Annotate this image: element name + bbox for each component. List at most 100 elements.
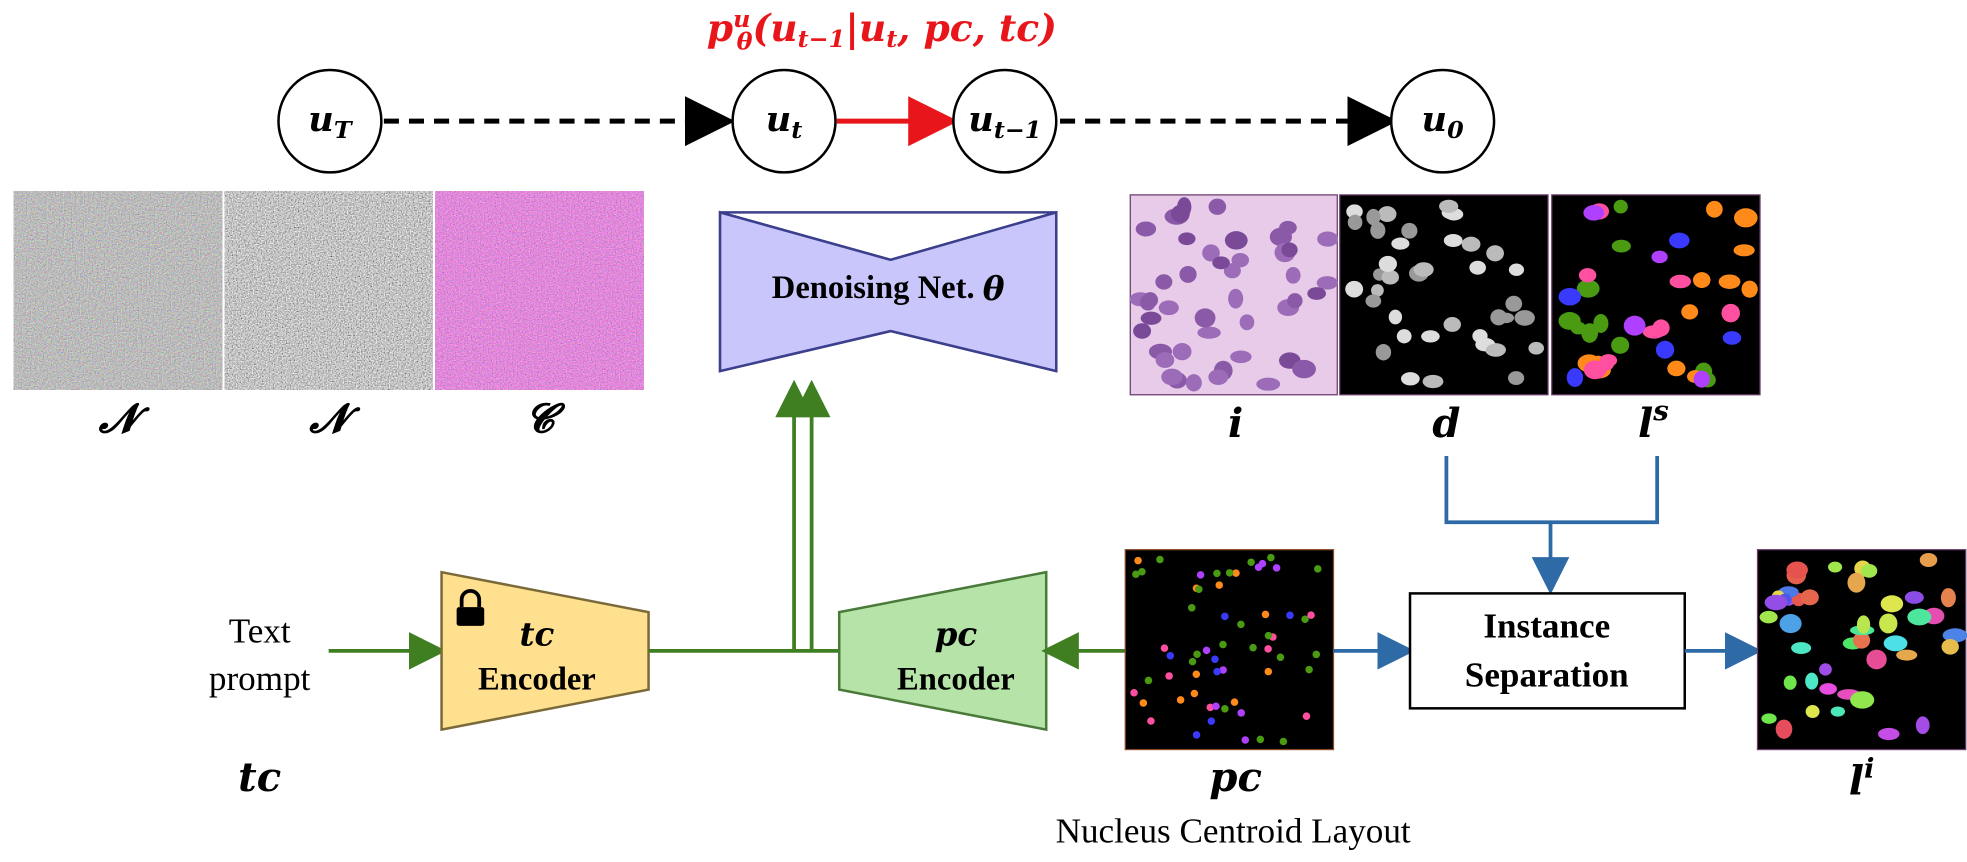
- instance-blob: [1942, 639, 1959, 655]
- nucleus: [1228, 289, 1243, 309]
- centroid: [1305, 666, 1313, 673]
- distance-blob: [1414, 262, 1434, 277]
- centroid: [1213, 570, 1221, 577]
- centroid: [1161, 644, 1169, 651]
- centroid: [1191, 690, 1199, 697]
- instance-blob: [1847, 573, 1865, 593]
- centroid: [1221, 613, 1229, 620]
- nucleus: [1197, 327, 1220, 339]
- semantic-blob: [1734, 244, 1755, 256]
- centroid: [1257, 736, 1265, 743]
- nucleus: [1159, 300, 1179, 315]
- nucleus: [1179, 266, 1196, 283]
- label-part: 0: [1447, 116, 1464, 144]
- semantic-blob: [1723, 331, 1741, 345]
- instance-blob: [1761, 713, 1776, 724]
- centroid: [1231, 698, 1239, 705]
- centroid: [1212, 703, 1220, 710]
- label-part: t−1: [994, 116, 1042, 144]
- semantic-blob: [1567, 368, 1583, 387]
- centroid: [1189, 658, 1197, 665]
- text-prompt: Text: [229, 612, 291, 651]
- centroid: [1280, 738, 1288, 745]
- label-part: u: [766, 99, 792, 140]
- semantic-blob: [1670, 275, 1691, 289]
- nucleus: [1173, 343, 1192, 360]
- semantic-blob: [1669, 233, 1690, 249]
- centroid: [1193, 651, 1201, 658]
- distance-blob: [1421, 330, 1440, 342]
- nucleus: [1195, 308, 1216, 327]
- centroid: [1273, 564, 1281, 571]
- instance-blob: [1916, 716, 1930, 734]
- centroid: [1237, 709, 1245, 716]
- label-part: s: [1652, 395, 1669, 427]
- image-label: ls: [1638, 395, 1669, 447]
- formula-part: t−1: [798, 25, 846, 53]
- box-label: Instance: [1483, 607, 1610, 646]
- distance-blob: [1472, 329, 1487, 343]
- nucleus: [1281, 243, 1297, 258]
- distance-blob: [1376, 344, 1391, 360]
- label-part: u: [968, 99, 994, 140]
- semantic-blob: [1643, 325, 1665, 338]
- semantic-blob: [1612, 240, 1631, 253]
- instance-blob: [1780, 614, 1802, 633]
- nucleus: [1230, 350, 1251, 363]
- nucleus: [1141, 312, 1162, 325]
- centroid: [1167, 652, 1175, 659]
- semantic-blob: [1593, 314, 1608, 333]
- centroid: [1156, 556, 1164, 563]
- noise-image: [435, 191, 643, 390]
- distance-blob: [1378, 206, 1396, 222]
- instance-blob: [1866, 650, 1886, 670]
- centroid: [1303, 712, 1311, 719]
- distance-blob: [1391, 238, 1409, 250]
- nucleus: [1212, 256, 1230, 269]
- distance-blob: [1462, 237, 1481, 252]
- distance-blob: [1348, 215, 1363, 230]
- semantic-blob: [1694, 371, 1710, 388]
- centroid: [1203, 647, 1211, 654]
- centroid: [1265, 632, 1273, 639]
- instance-blob: [1881, 595, 1904, 612]
- text-prompt: prompt: [209, 659, 311, 698]
- nucleus: [1225, 231, 1248, 249]
- instance-blob: [1805, 673, 1818, 690]
- centroid: [1262, 611, 1270, 618]
- instance-blob: [1920, 553, 1937, 567]
- nucleus: [1307, 287, 1326, 300]
- denoising-net-label: Denoising Net. θ: [772, 269, 1005, 308]
- semantic-blob: [1651, 251, 1667, 264]
- semantic-blob: [1584, 360, 1607, 379]
- nucleus: [1240, 314, 1255, 330]
- label-part: Denoising Net.: [772, 271, 983, 307]
- instance-blob: [1879, 613, 1897, 633]
- centroid: [1132, 570, 1140, 577]
- instance-blob: [1776, 720, 1793, 739]
- nucleus: [1208, 369, 1228, 385]
- instance-blob: [1905, 591, 1924, 604]
- pc-label: pc: [1209, 754, 1261, 801]
- tc-label: tc: [238, 754, 281, 801]
- centroid: [1165, 672, 1173, 679]
- centroid: [1312, 651, 1320, 658]
- semantic-blob: [1614, 200, 1628, 214]
- instance-blob: [1828, 562, 1842, 573]
- distance-blob: [1505, 296, 1522, 312]
- nucleus: [1317, 231, 1338, 246]
- nucleus: [1171, 205, 1190, 223]
- centroid: [1226, 569, 1234, 576]
- encoder-name: tc: [519, 615, 554, 654]
- centroid: [1208, 717, 1216, 724]
- nucleus: [1140, 295, 1156, 311]
- merge-lines: [1446, 456, 1657, 587]
- encoder-label: Encoder: [897, 662, 1015, 698]
- label-part: t: [791, 116, 802, 144]
- nucleus: [1279, 221, 1297, 235]
- centroid: [1216, 581, 1224, 588]
- label-part: u: [308, 99, 334, 140]
- instance-blob: [1907, 609, 1931, 626]
- instance-blob: [1786, 562, 1808, 579]
- noise-label: 𝓒: [525, 395, 566, 442]
